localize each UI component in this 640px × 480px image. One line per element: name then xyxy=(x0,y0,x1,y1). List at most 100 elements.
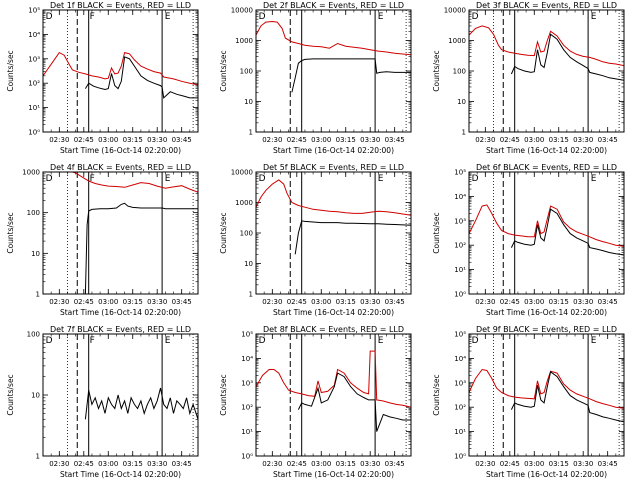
plot-title: Det 3f BLACK = Events, RED = LLD xyxy=(476,1,617,10)
x-axis-title: Start Time (16-Oct-14 02:20:00) xyxy=(273,146,394,155)
y-tick-label: 1000 xyxy=(235,199,253,207)
y-tick-label: 10¹ xyxy=(454,428,466,436)
y-tick-label: 1000 xyxy=(235,37,253,45)
plot-frame xyxy=(255,333,412,457)
y-tick-label: 10⁰ xyxy=(454,291,466,299)
x-tick-label: 02:30 xyxy=(475,460,495,468)
events-series-line xyxy=(294,220,411,255)
x-tick-label: 03:45 xyxy=(598,298,618,306)
y-tick-label: 10³ xyxy=(454,217,466,225)
y-tick-label: 10¹ xyxy=(454,266,466,274)
marker-label: D xyxy=(472,174,479,184)
x-axis-title: Start Time (16-Oct-14 02:20:00) xyxy=(60,308,181,317)
plot-frame xyxy=(468,171,625,295)
x-tick-label: 02:30 xyxy=(262,298,282,306)
events-series-line xyxy=(510,33,624,81)
y-tick-label: 10⁵ xyxy=(454,169,466,177)
lld-series-line xyxy=(256,20,411,56)
x-tick-label: 03:00 xyxy=(524,298,544,306)
y-tick-label: 10² xyxy=(454,404,466,412)
y-tick-label: 10² xyxy=(28,80,40,88)
events-series-line xyxy=(510,208,624,256)
x-tick-label: 02:30 xyxy=(49,136,69,144)
x-tick-label: 03:30 xyxy=(147,136,167,144)
x-tick-label: 03:45 xyxy=(385,460,405,468)
detector-panel-2: Det 2f BLACK = Events, RED = LLD Counts/s… xyxy=(219,1,412,155)
y-tick-label: 10⁴ xyxy=(454,193,466,201)
y-tick-label: 10² xyxy=(241,404,253,412)
y-tick-label: 10 xyxy=(244,98,253,106)
plot-title: Det 6f BLACK = Events, RED = LLD xyxy=(476,163,617,172)
y-axis-title: Counts/sec xyxy=(6,374,15,415)
x-tick-label: 02:30 xyxy=(262,136,282,144)
x-tick-label: 02:45 xyxy=(500,460,520,468)
plot-frame xyxy=(468,9,625,133)
y-tick-label: 10⁵ xyxy=(28,7,40,15)
marker-label: E xyxy=(165,12,171,22)
y-tick-label: 10⁵ xyxy=(241,331,253,339)
detector-panel-7: Det 7f BLACK = Events, RED = LLD Counts/s… xyxy=(6,325,199,479)
x-tick-label: 03:15 xyxy=(123,136,143,144)
marker-label: F xyxy=(90,12,95,22)
y-tick-label: 1000 xyxy=(22,169,40,177)
x-tick-label: 03:30 xyxy=(573,298,593,306)
y-tick-label: 10⁰ xyxy=(241,453,253,461)
marker-label: E xyxy=(165,174,171,184)
x-tick-label: 03:00 xyxy=(524,136,544,144)
y-axis-title: Counts/sec xyxy=(432,374,441,415)
y-tick-label: 10¹ xyxy=(241,428,253,436)
x-axis-title: Start Time (16-Oct-14 02:20:00) xyxy=(486,470,607,479)
x-tick-label: 03:00 xyxy=(98,298,118,306)
y-tick-label: 10² xyxy=(454,242,466,250)
y-tick-label: 10 xyxy=(244,260,253,268)
x-axis-title: Start Time (16-Oct-14 02:20:00) xyxy=(486,146,607,155)
y-tick-label: 100 xyxy=(27,331,40,339)
x-tick-label: 02:45 xyxy=(74,136,94,144)
y-tick-label: 10⁴ xyxy=(454,355,466,363)
y-tick-label: 10¹ xyxy=(28,104,40,112)
plot-frame xyxy=(42,9,199,133)
lld-series-line xyxy=(256,350,411,408)
y-tick-label: 1 xyxy=(249,291,253,299)
x-axis-title: Start Time (16-Oct-14 02:20:00) xyxy=(273,308,394,317)
x-tick-label: 02:45 xyxy=(74,298,94,306)
marker-label: D xyxy=(472,12,479,22)
y-tick-label: 10⁰ xyxy=(454,453,466,461)
x-tick-label: 02:30 xyxy=(49,298,69,306)
x-tick-label: 02:45 xyxy=(287,460,307,468)
marker-label: D xyxy=(46,174,53,184)
marker-label: E xyxy=(591,12,597,22)
plot-frame xyxy=(42,333,199,457)
y-tick-label: 10000 xyxy=(444,7,466,15)
marker-label: E xyxy=(378,12,384,22)
marker-label: D xyxy=(472,336,479,346)
events-series-line xyxy=(84,387,198,420)
events-series-line xyxy=(291,58,411,93)
marker-label: E xyxy=(591,336,597,346)
x-tick-label: 02:45 xyxy=(287,298,307,306)
marker-label: E xyxy=(591,174,597,184)
y-tick-label: 10⁴ xyxy=(28,31,40,39)
y-tick-label: 10⁵ xyxy=(454,331,466,339)
x-tick-label: 03:15 xyxy=(336,136,356,144)
y-tick-label: 1 xyxy=(36,453,40,461)
marker-label: D xyxy=(46,12,53,22)
x-tick-label: 03:30 xyxy=(573,460,593,468)
x-tick-label: 03:30 xyxy=(360,136,380,144)
x-tick-label: 03:15 xyxy=(336,460,356,468)
y-tick-label: 10³ xyxy=(28,55,40,63)
marker-label: D xyxy=(259,174,266,184)
x-tick-label: 02:45 xyxy=(74,460,94,468)
x-axis-title: Start Time (16-Oct-14 02:20:00) xyxy=(486,308,607,317)
y-tick-label: 10⁰ xyxy=(28,129,40,137)
x-tick-label: 02:30 xyxy=(49,460,69,468)
lld-series-line xyxy=(72,172,198,193)
lld-series-line xyxy=(469,368,624,409)
y-tick-label: 10³ xyxy=(241,379,253,387)
x-tick-label: 03:45 xyxy=(172,460,192,468)
detector-panel-9: Det 9f BLACK = Events, RED = LLD Counts/s… xyxy=(432,325,625,479)
x-tick-label: 02:45 xyxy=(500,136,520,144)
x-tick-label: 03:15 xyxy=(123,460,143,468)
y-axis-title: Counts/sec xyxy=(432,50,441,91)
lld-series-line xyxy=(469,25,624,67)
